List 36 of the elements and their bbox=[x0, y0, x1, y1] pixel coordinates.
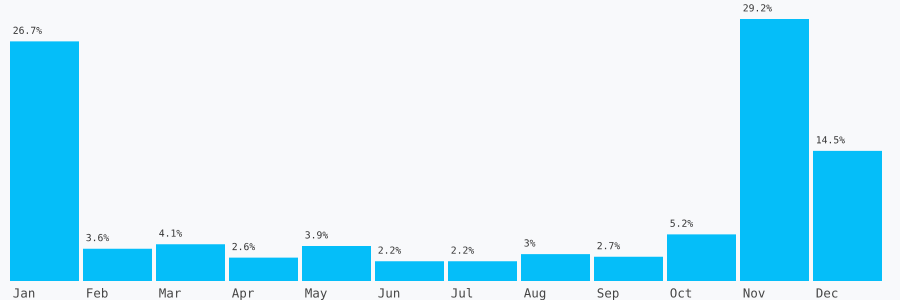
data-label: 2.7% bbox=[598, 242, 620, 250]
x-tick-label: Apr bbox=[232, 288, 254, 300]
bar bbox=[156, 244, 225, 281]
x-tick-label: Mar bbox=[159, 288, 181, 298]
x-tick-label: Aug bbox=[524, 288, 546, 300]
bar bbox=[813, 150, 882, 281]
x-tick-label: Jan bbox=[13, 288, 34, 298]
bar bbox=[594, 256, 663, 281]
bar bbox=[83, 248, 152, 281]
bar bbox=[667, 234, 736, 281]
data-label: 3% bbox=[524, 239, 536, 247]
bar bbox=[740, 19, 809, 281]
data-label: 14.5% bbox=[816, 136, 845, 144]
data-label: 3.9% bbox=[305, 231, 328, 239]
x-tick-label: Jul bbox=[451, 288, 472, 298]
x-tick-label: Nov bbox=[744, 288, 765, 298]
data-label: 2.2% bbox=[378, 246, 402, 254]
x-tick-label: Oct bbox=[670, 288, 692, 298]
bar bbox=[448, 261, 517, 281]
bar bbox=[229, 258, 298, 281]
x-tick-label: Feb bbox=[87, 288, 108, 298]
data-label: 5.2% bbox=[670, 220, 694, 227]
x-tick-label: Sep bbox=[598, 288, 619, 300]
bar bbox=[521, 254, 590, 281]
data-label: 2.2% bbox=[452, 246, 474, 254]
data-label: 3.6% bbox=[86, 234, 110, 242]
bar bbox=[302, 246, 371, 281]
data-label: 26.7% bbox=[14, 26, 42, 34]
x-tick-label: Jun bbox=[378, 288, 400, 298]
x-tick-label: Dec bbox=[816, 288, 838, 298]
x-tick-label: May bbox=[305, 288, 327, 300]
data-label: 2.6% bbox=[232, 242, 256, 250]
bar bbox=[10, 41, 79, 281]
data-label: 4.1% bbox=[159, 230, 182, 237]
bar bbox=[375, 261, 444, 281]
data-label: 29.2% bbox=[744, 4, 772, 12]
